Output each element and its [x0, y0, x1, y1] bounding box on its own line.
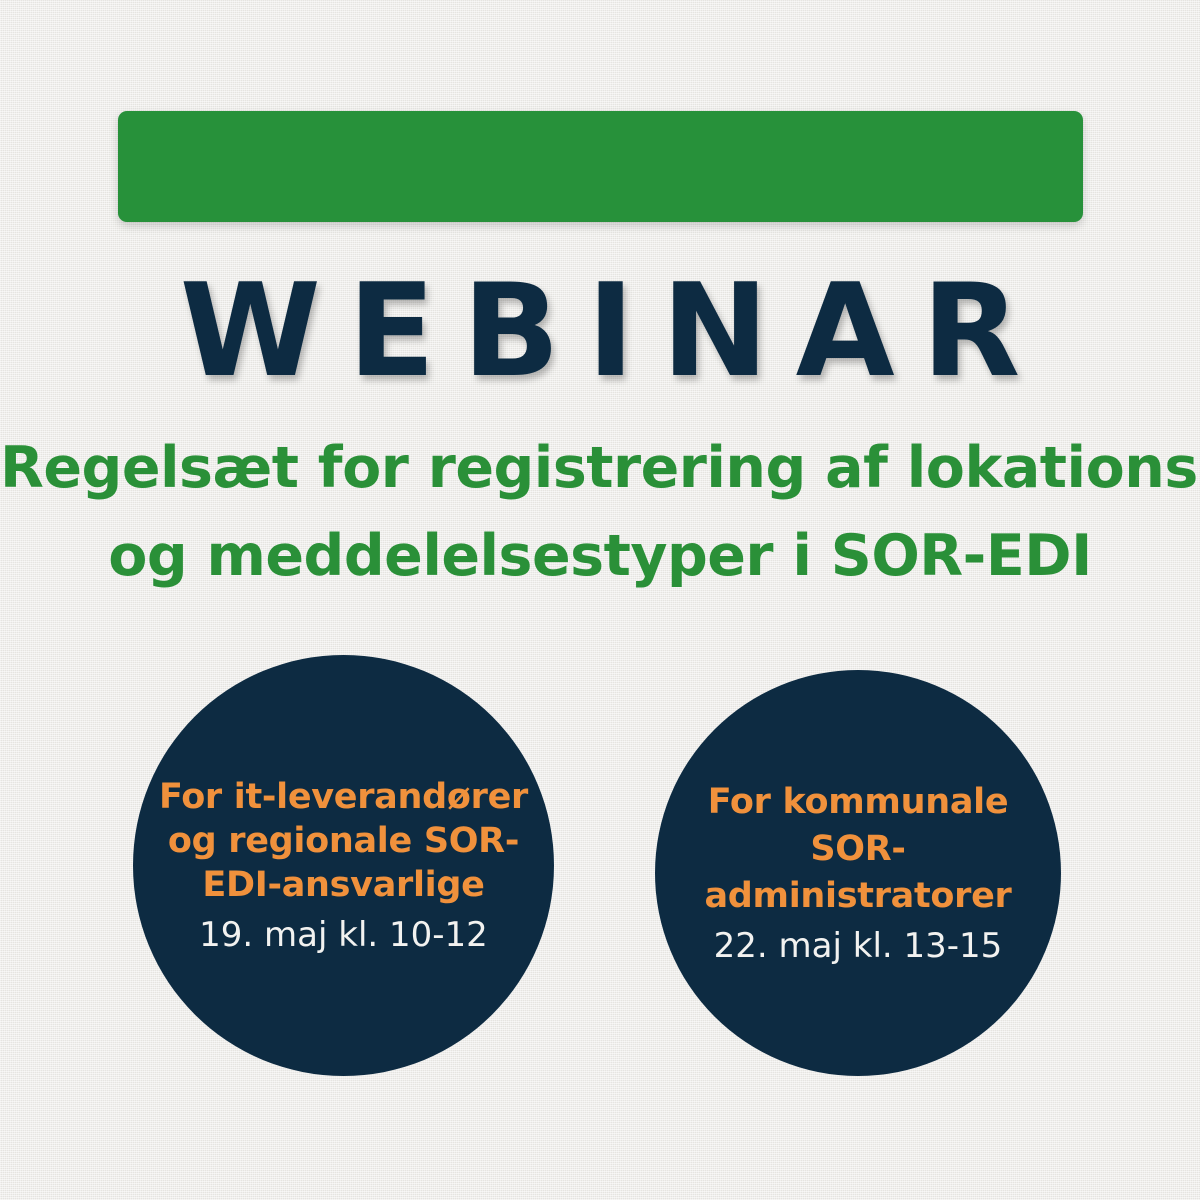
session-date: 19. maj kl. 10-12	[199, 914, 488, 955]
subtitle-line-1: Regelsæt for registrering af lokationsnu…	[0, 435, 1200, 501]
session-heading-line-1: For it-leverandører	[159, 776, 528, 817]
session-heading: For kommunale SOR- administratorer	[671, 779, 1045, 920]
session-heading: For it-leverandører og regionale SOR- ED…	[159, 775, 528, 907]
session-circle-kommunale-sor-administratorer[interactable]: For kommunale SOR- administratorer 22. m…	[655, 670, 1061, 1076]
subtitle: Regelsæt for registrering af lokationsnu…	[0, 424, 1200, 600]
session-heading-line-2: administratorer	[704, 875, 1012, 916]
session-circle-it-leverandoerer[interactable]: For it-leverandører og regionale SOR- ED…	[133, 655, 554, 1076]
session-heading-line-2: og regionale SOR-	[167, 820, 520, 861]
session-date: 22. maj kl. 13-15	[713, 925, 1003, 966]
session-heading-line-3: EDI-ansvarlige	[202, 864, 485, 905]
page-title: WEBINAR	[179, 257, 1048, 406]
subtitle-line-2: og meddelelsestyper i SOR-EDI	[108, 523, 1092, 589]
green-banner-bar	[118, 111, 1083, 222]
session-heading-line-1: For kommunale SOR-	[707, 781, 1009, 869]
